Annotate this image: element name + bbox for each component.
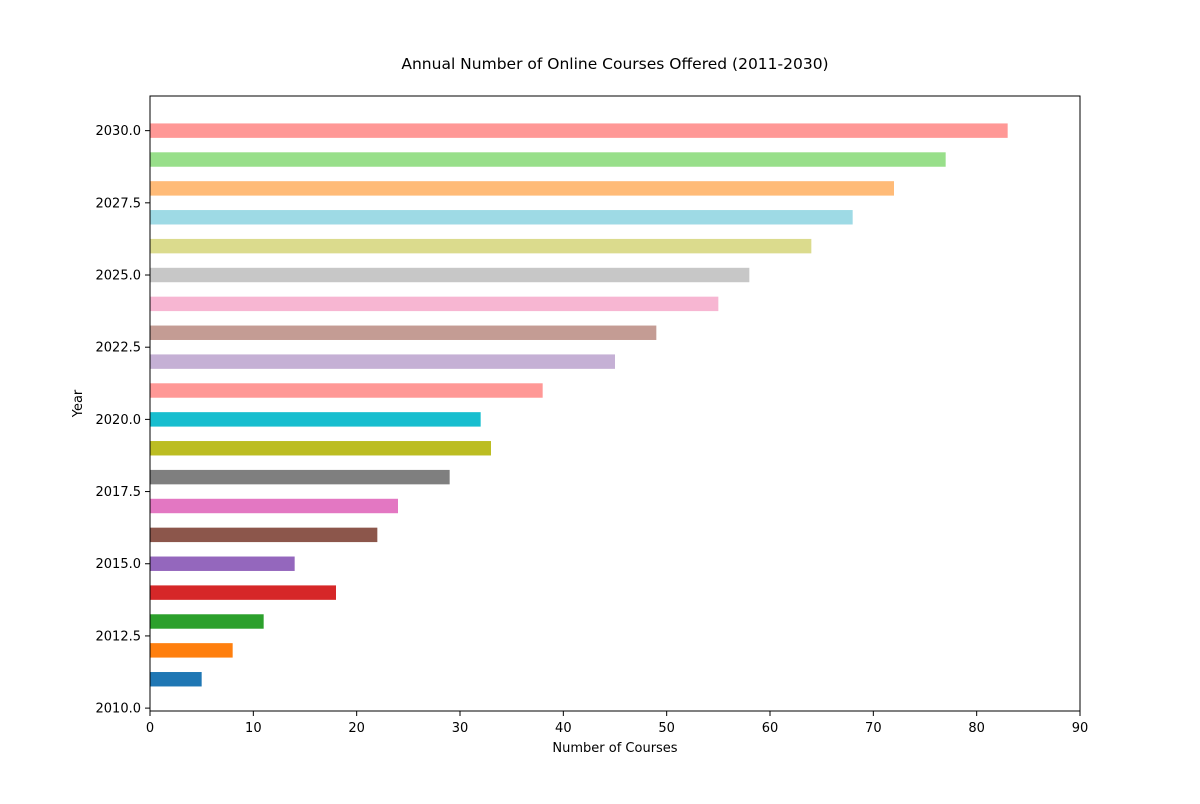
bar-2022 (150, 354, 615, 369)
x-tick-label: 50 (658, 721, 675, 736)
x-tick-label: 10 (245, 721, 262, 736)
bar-2021 (150, 383, 543, 398)
bar-2011 (150, 672, 202, 687)
bar-2012 (150, 643, 233, 658)
bar-2013 (150, 614, 264, 629)
y-tick-label: 2027.5 (96, 196, 142, 211)
bar-2020 (150, 412, 481, 427)
y-axis: 2010.0 2012.5 2015.0 2017.5 2020.0 2022.5 2025… (96, 124, 150, 717)
x-tick-label: 30 (452, 721, 469, 736)
y-tick-label: 2030.0 (96, 124, 142, 139)
bar-2023 (150, 325, 657, 340)
plot-frame (149, 95, 1081, 712)
bar-2016 (150, 527, 378, 543)
y-tick-label: 2010.0 (96, 702, 142, 717)
y-tick-label: 2020.0 (96, 413, 142, 428)
x-axis: 0 10 20 30 40 50 60 70 80 90 (146, 711, 1088, 736)
bar-2028 (150, 181, 894, 196)
bar-2015 (150, 556, 295, 571)
x-tick-label: 40 (555, 721, 572, 736)
x-axis-label: Number of Courses (552, 741, 677, 756)
bar-2026 (150, 238, 812, 254)
x-tick-label: 20 (348, 721, 365, 736)
x-tick-label: 60 (762, 721, 779, 736)
y-tick-label: 2015.0 (96, 557, 142, 572)
bar-2030 (150, 123, 1008, 138)
bar-2024 (150, 296, 719, 312)
bar-2029 (150, 152, 946, 167)
bar-2014 (150, 585, 336, 600)
x-tick-label: 70 (865, 721, 882, 736)
bar-2017 (150, 498, 398, 514)
y-axis-label: Year (71, 389, 86, 418)
bars-layer (150, 123, 1008, 687)
bar-2027 (150, 210, 853, 225)
bar-2018 (150, 469, 450, 485)
y-tick-label: 2025.0 (96, 269, 142, 284)
bar-2019 (150, 441, 491, 456)
x-tick-label: 0 (146, 721, 154, 736)
x-tick-label: 90 (1072, 721, 1089, 736)
y-tick-label: 2022.5 (96, 341, 142, 356)
y-tick-label: 2017.5 (96, 485, 142, 500)
x-tick-label: 80 (968, 721, 985, 736)
bar-2025 (150, 267, 750, 283)
y-tick-label: 2012.5 (96, 629, 142, 644)
chart-title: Annual Number of Online Courses Offered … (401, 55, 828, 73)
